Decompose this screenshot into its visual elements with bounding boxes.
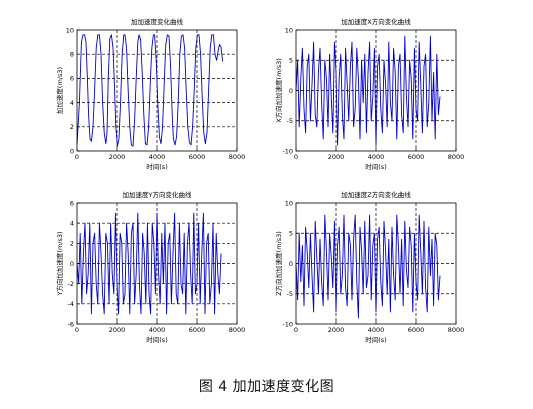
y-axis-label: Y方向加加速度(m/s3) bbox=[55, 231, 64, 296]
y-tick-label: 4 bbox=[70, 219, 74, 227]
x-axis-label: 时间(s) bbox=[146, 162, 167, 171]
subplot-4: 0 2000 4000 6000 8000 -10 -5 0 5 10 加加速度Z方向变化曲线时间(… bbox=[274, 190, 464, 344]
y-tick-label: 0 bbox=[70, 260, 74, 268]
y-axis-label: Z方向加加速度(m/s3) bbox=[274, 231, 283, 296]
x-axis-label: 时间(s) bbox=[365, 162, 386, 171]
x-tick-label: 2000 bbox=[328, 153, 345, 161]
y-tick-label: -5 bbox=[287, 117, 293, 125]
y-tick-label: 5 bbox=[289, 230, 293, 238]
chart-title: 加加速度X方向变化曲线 bbox=[341, 17, 411, 26]
x-tick-label: 4000 bbox=[149, 153, 166, 161]
y-tick-label: 6 bbox=[70, 199, 74, 207]
y-tick-label: -5 bbox=[287, 290, 293, 298]
x-axis-label: 时间(s) bbox=[146, 335, 167, 344]
y-tick-label: 6 bbox=[70, 75, 74, 83]
x-tick-label: 8000 bbox=[448, 326, 465, 334]
x-tick-label: 0 bbox=[75, 326, 79, 334]
y-tick-label: -10 bbox=[282, 320, 293, 328]
chart-title: 加加速度Z方向变化曲线 bbox=[341, 190, 411, 199]
y-tick-label: 0 bbox=[70, 147, 74, 155]
x-tick-label: 2000 bbox=[328, 326, 345, 334]
x-axis-label: 时间(s) bbox=[365, 335, 386, 344]
series-line bbox=[76, 34, 224, 147]
y-tick-label: 5 bbox=[289, 57, 293, 65]
series-line bbox=[295, 214, 441, 319]
y-tick-label: 8 bbox=[70, 51, 74, 59]
x-tick-label: 0 bbox=[294, 326, 298, 334]
chart-title: 加加速度变化曲线 bbox=[131, 17, 184, 26]
x-tick-label: 6000 bbox=[408, 153, 425, 161]
x-tick-label: 6000 bbox=[189, 326, 206, 334]
y-axis-label: 加加速度(m/s3) bbox=[55, 67, 64, 114]
y-tick-label: 0 bbox=[289, 87, 293, 95]
subplot-3: 0 2000 4000 6000 8000 -6 -4 -2 0 2 4 6 加加速度Y方向变化曲线时间… bbox=[55, 190, 245, 344]
x-tick-label: 2000 bbox=[109, 326, 126, 334]
y-tick-label: 2 bbox=[70, 123, 74, 131]
y-tick-label: 2 bbox=[70, 240, 74, 248]
x-tick-label: 4000 bbox=[149, 326, 166, 334]
chart-title: 加加速度Y方向变化曲线 bbox=[123, 190, 192, 199]
x-tick-label: 8000 bbox=[229, 153, 246, 161]
x-tick-label: 6000 bbox=[408, 326, 425, 334]
x-tick-label: 6000 bbox=[189, 153, 206, 161]
figure-caption: 图 4 加加速度变化图 bbox=[198, 379, 335, 395]
x-tick-label: 0 bbox=[294, 153, 298, 161]
subplot-2: 0 2000 4000 6000 8000 -10 -5 0 5 10 加加速度X方向变化曲线时间(… bbox=[274, 17, 464, 171]
x-tick-label: 4000 bbox=[368, 326, 385, 334]
series-line bbox=[295, 35, 441, 146]
x-tick-label: 4000 bbox=[368, 153, 385, 161]
x-tick-label: 2000 bbox=[109, 153, 126, 161]
x-tick-label: 0 bbox=[75, 153, 79, 161]
y-tick-label: -2 bbox=[68, 280, 74, 288]
x-tick-label: 8000 bbox=[229, 326, 246, 334]
y-tick-label: 10 bbox=[66, 26, 74, 34]
y-tick-label: 4 bbox=[70, 99, 74, 107]
y-tick-label: -6 bbox=[68, 320, 74, 328]
y-tick-label: 0 bbox=[289, 260, 293, 268]
x-tick-label: 8000 bbox=[448, 153, 465, 161]
y-tick-label: -4 bbox=[68, 300, 74, 308]
y-axis-label: X方向加加速度(m/s3) bbox=[274, 58, 283, 123]
series-line bbox=[76, 212, 222, 315]
y-tick-label: -10 bbox=[282, 147, 293, 155]
y-tick-label: 10 bbox=[285, 199, 293, 207]
y-tick-label: 10 bbox=[285, 26, 293, 34]
